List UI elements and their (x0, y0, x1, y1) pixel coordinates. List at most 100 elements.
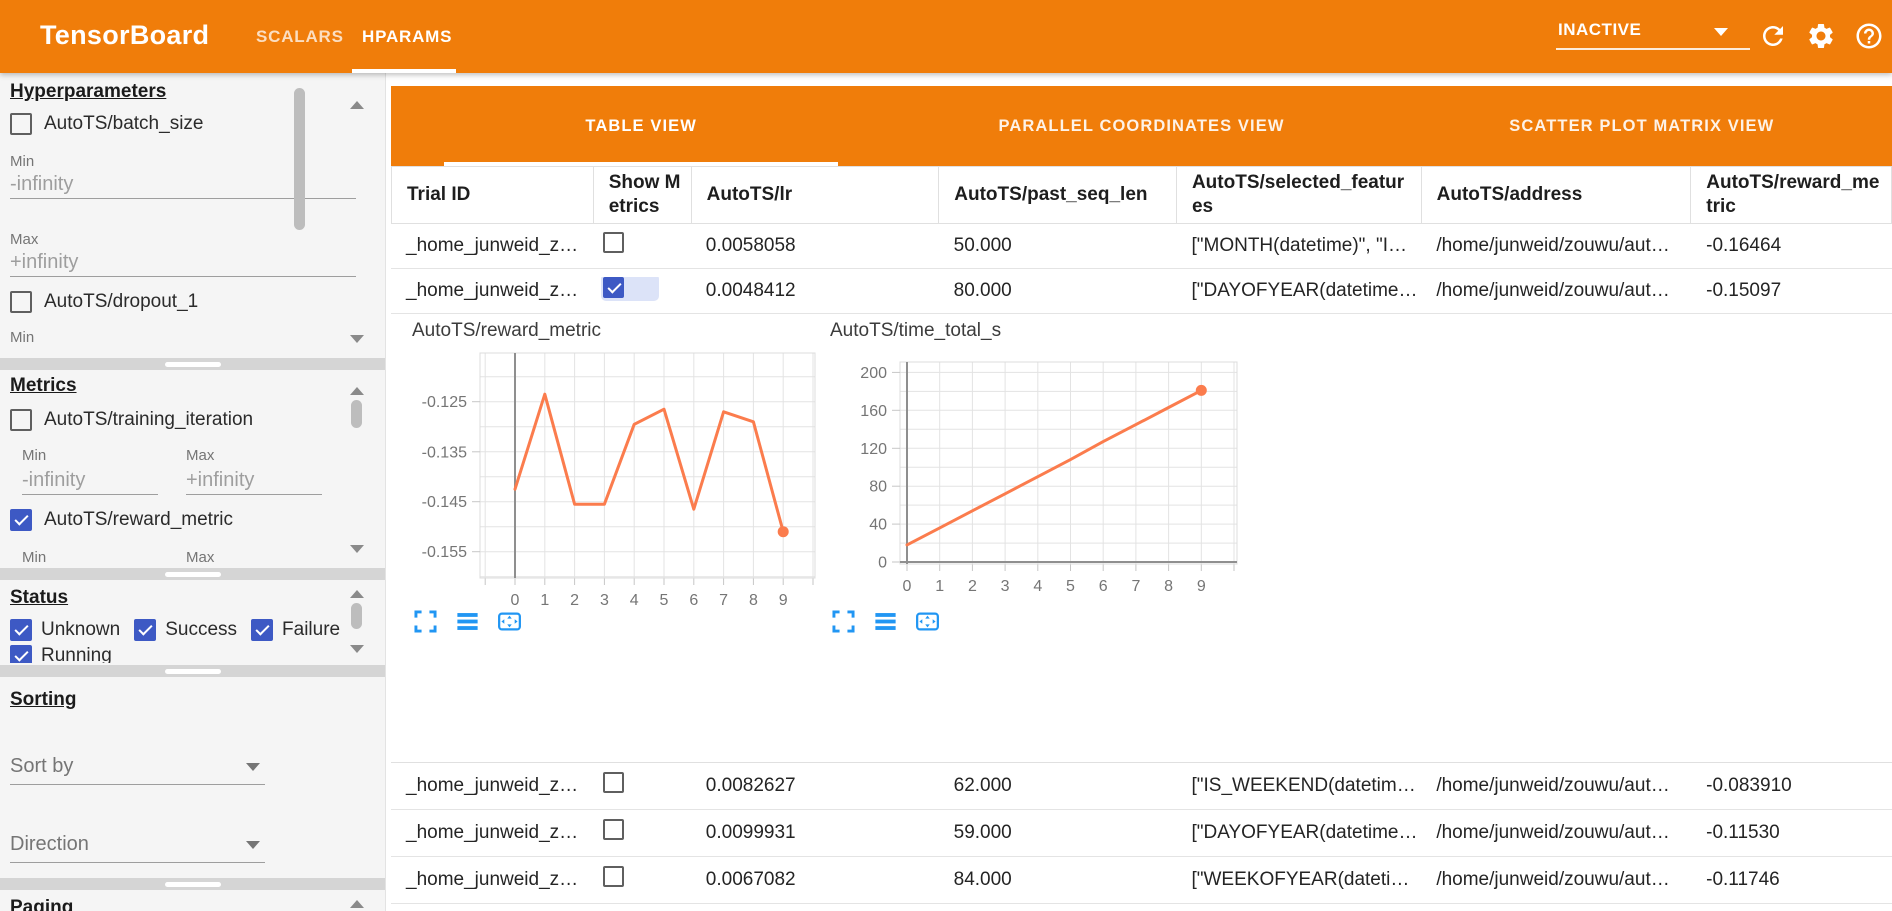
min-label: Min (22, 447, 47, 464)
selected-features-cell: ["DAYOFYEAR(datetime… (1191, 280, 1418, 301)
svg-text:9: 9 (779, 592, 788, 608)
run-status-select[interactable]: INACTIVE (1556, 14, 1750, 50)
scroll-up-icon[interactable] (350, 387, 364, 395)
svg-text:7: 7 (1131, 578, 1140, 595)
status-options: Unknown Success Failure Running (10, 619, 360, 663)
view-tab-table-view[interactable]: TABLE VIEW (391, 86, 891, 166)
settings-gear-icon[interactable] (1806, 21, 1836, 51)
fit-to-frame-icon[interactable] (914, 608, 941, 635)
line-chart[interactable]: 0 40 80 120 160 200 0 1 2 3 4 5 6 7 8 9 (816, 316, 1246, 608)
show-metrics-checkbox[interactable] (602, 277, 624, 298)
tab-hparams[interactable]: HPARAMS (362, 27, 453, 46)
column-header-3[interactable]: AutoTS/past_seq_len (939, 167, 1177, 223)
max-input[interactable] (186, 467, 322, 495)
column-header-4[interactable]: AutoTS/selected_features (1177, 167, 1422, 223)
view-list-icon[interactable] (872, 608, 899, 635)
checkbox-dropout-1[interactable] (10, 291, 32, 313)
max-label: Max (10, 231, 39, 248)
scrollbar-thumb[interactable] (294, 88, 305, 230)
sort-by-select[interactable]: Sort by (10, 755, 265, 785)
scroll-down-icon[interactable] (350, 645, 364, 653)
max-input[interactable] (10, 249, 356, 277)
show-metrics-checkbox[interactable] (602, 819, 624, 840)
scroll-down-icon[interactable] (350, 545, 364, 553)
svg-text:0: 0 (511, 592, 520, 608)
view-list-icon[interactable] (454, 608, 481, 635)
show-metrics-cell (593, 819, 691, 847)
checkbox-training-iteration[interactable] (10, 409, 32, 431)
table-row[interactable]: _home_junweid_z… 0.0058058 50.000 ["MONTH(d… (391, 224, 1892, 269)
direction-select[interactable]: Direction (10, 833, 265, 863)
trial-id-cell: _home_junweid_z… (406, 235, 579, 256)
top-app-bar: TensorBoard SCALARS HPARAMS INACTIVE (0, 0, 1892, 73)
fit-to-frame-icon[interactable] (496, 608, 523, 635)
checkbox-batch-size[interactable] (10, 113, 32, 135)
column-header-2[interactable]: AutoTS/lr (692, 167, 940, 223)
lr-cell: 0.0067082 (705, 869, 796, 890)
trial-id-cell: _home_junweid_z… (406, 775, 579, 796)
scrollbar-thumb[interactable] (351, 400, 362, 428)
svg-text:8: 8 (749, 592, 758, 608)
show-metrics-checkbox[interactable] (602, 866, 624, 887)
hparam-label: AutoTS/dropout_1 (44, 291, 199, 312)
show-metrics-checkbox[interactable] (602, 232, 624, 253)
column-header-1[interactable]: Show Metrics (594, 167, 692, 223)
trial-id-cell: _home_junweid_z… (406, 280, 579, 301)
scroll-up-icon[interactable] (350, 101, 364, 109)
selected-features-cell: ["IS_WEEKEND(datetim… (1191, 775, 1416, 796)
help-icon[interactable] (1854, 21, 1884, 51)
status-option-success: Success (134, 619, 237, 641)
show-metrics-checkbox[interactable] (602, 772, 624, 793)
checkbox-success[interactable] (134, 619, 157, 641)
active-tab-underline (352, 69, 456, 73)
tab-scalars[interactable]: SCALARS (256, 27, 344, 46)
scrollbar-thumb[interactable] (351, 603, 362, 629)
min-input[interactable] (22, 467, 158, 495)
svg-text:0: 0 (903, 578, 912, 595)
chevron-down-icon (246, 841, 260, 849)
run-status-value: INACTIVE (1558, 20, 1642, 39)
svg-text:40: 40 (869, 517, 887, 534)
checkbox-reward-metric[interactable] (10, 509, 32, 531)
scroll-up-icon[interactable] (350, 590, 364, 598)
scroll-down-icon[interactable] (350, 335, 364, 343)
maximize-icon[interactable] (830, 608, 857, 635)
max-label: Max (186, 447, 215, 464)
checkbox-unknown[interactable] (10, 619, 32, 641)
lr-cell: 0.0048412 (705, 280, 796, 301)
table-row[interactable]: _home_junweid_z… 0.0048412 80.000 ["DAYOFYE… (391, 269, 1892, 314)
svg-text:1: 1 (540, 592, 549, 608)
section-resize-handle[interactable] (0, 568, 385, 580)
past-seq-len-cell: 59.000 (953, 822, 1012, 843)
column-header-6[interactable]: AutoTS/reward_metric (1691, 167, 1892, 223)
selected-features-cell: ["MONTH(datetime)", "I… (1191, 235, 1407, 256)
active-view-underline (444, 162, 839, 166)
chevron-down-icon (1714, 28, 1728, 36)
maximize-icon[interactable] (412, 608, 439, 635)
table-row[interactable]: _home_junweid_z… 0.0067082 84.000 ["WEEKOFY… (391, 857, 1892, 904)
address-cell: /home/junweid/zouwu/aut… (1436, 280, 1670, 301)
checkbox-running[interactable] (10, 645, 32, 663)
min-label: Min (22, 549, 47, 566)
svg-text:4: 4 (1033, 578, 1042, 595)
column-header-5[interactable]: AutoTS/address (1422, 167, 1692, 223)
view-tab-scatter-plot-matrix-view[interactable]: SCATTER PLOT MATRIX VIEW (1509, 116, 1775, 135)
section-resize-handle[interactable] (0, 665, 385, 677)
view-tab-parallel-coordinates-view[interactable]: PARALLEL COORDINATES VIEW (998, 116, 1285, 135)
line-chart[interactable]: -0.125 -0.135 -0.145 -0.155 0 1 2 3 4 5 6 7 8 9 (398, 316, 828, 608)
show-metrics-cell (593, 866, 691, 894)
svg-text:200: 200 (860, 365, 887, 382)
checkbox-failure[interactable] (251, 619, 274, 641)
hparams-sidebar: Hyperparameters AutoTS/batch_size Min Ma… (0, 73, 386, 911)
section-resize-handle[interactable] (0, 358, 385, 370)
refresh-icon[interactable] (1758, 21, 1788, 51)
column-header-0[interactable]: Trial ID (392, 167, 594, 223)
lr-cell: 0.0082627 (705, 775, 796, 796)
chart-title: AutoTS/time_total_s (830, 320, 1002, 341)
scroll-up-icon[interactable] (350, 900, 364, 908)
hparam-label: AutoTS/batch_size (44, 113, 204, 134)
section-resize-handle[interactable] (0, 878, 385, 890)
svg-text:2: 2 (570, 592, 579, 608)
table-row[interactable]: _home_junweid_z… 0.0099931 59.000 ["DAYOFYE… (391, 810, 1892, 857)
table-row[interactable]: _home_junweid_z… 0.0082627 62.000 ["IS_WEEK… (391, 763, 1892, 810)
